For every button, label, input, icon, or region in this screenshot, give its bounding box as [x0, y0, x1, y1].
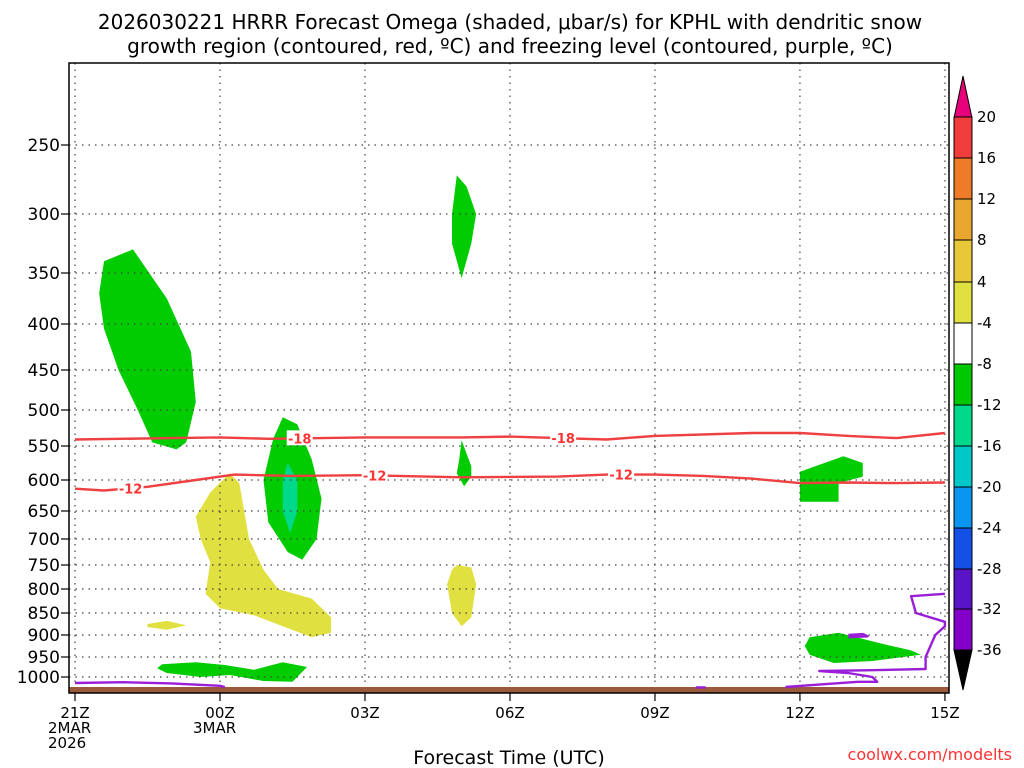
ytick-label: 250: [28, 136, 60, 156]
colorbar-bottom-arrow: [953, 649, 973, 691]
contour-label: -18: [551, 432, 575, 447]
xtick-label: 3MAR: [193, 719, 236, 737]
contour-label: -12: [363, 469, 387, 484]
colorbar-label: -8: [977, 355, 992, 373]
colorbar-box: [953, 322, 973, 365]
terrain-fill: [69, 687, 949, 693]
colorbar-box: [953, 363, 973, 406]
grid-lines: [69, 63, 949, 693]
chart-title-line1: 2026030221 HRRR Forecast Omega (shaded, …: [98, 10, 922, 34]
contour--12-1: [74, 473, 945, 492]
ytick-label: 650: [28, 502, 60, 522]
colorbar-box: [953, 157, 973, 200]
xtick-label: 2026: [48, 734, 86, 752]
xtick-label: 09Z: [640, 704, 669, 722]
xtick-label: 21Z: [60, 704, 89, 722]
ytick-label: 700: [28, 530, 60, 550]
ytick-label: 500: [28, 401, 60, 421]
ytick-label: 400: [28, 315, 60, 335]
ytick-label: 850: [28, 604, 60, 624]
colorbar-box: [953, 608, 973, 651]
contour-label: -18: [288, 432, 312, 447]
x-axis-label: Forecast Time (UTC): [413, 747, 604, 768]
omega-region-0: [99, 249, 196, 450]
contour-0-4: [848, 632, 869, 639]
colorbar-label: -16: [977, 437, 1002, 455]
xtick-label: 03Z: [350, 704, 379, 722]
ytick-label: 950: [28, 648, 60, 668]
colorbar-label: 4: [977, 273, 987, 291]
omega-region-8: [195, 473, 332, 638]
xtick-label: 12Z: [785, 704, 814, 722]
contour-label-bg: [361, 467, 388, 483]
xtick-label: 00Z: [205, 704, 234, 722]
contour-label-bg: [550, 430, 577, 446]
ytick-label: 350: [28, 264, 60, 284]
xtick-label: 06Z: [495, 704, 524, 722]
omega-region-6: [804, 632, 921, 663]
colorbar-label: 12: [977, 190, 996, 208]
colorbar-box: [953, 568, 973, 610]
xtick-label: 2MAR: [48, 719, 91, 737]
colorbar-box: [953, 239, 973, 283]
contour-0-3: [785, 592, 947, 689]
ytick-label: 750: [28, 556, 60, 576]
omega-region-1: [452, 175, 477, 279]
colorbar-box: [953, 198, 973, 241]
plot-area: [69, 63, 949, 693]
contour-lines: -18 -18 -12 -12 -12: [74, 430, 947, 689]
colorbar-label: -28: [977, 560, 1002, 578]
y-axis: 2503003504004505005506006507007508008509…: [17, 136, 69, 688]
colorbar-label: 8: [977, 231, 987, 249]
omega-region-4: [456, 440, 472, 487]
contour-label-bg: [608, 466, 635, 482]
colorbar-label: -36: [977, 641, 1002, 659]
omega-region-7: [157, 662, 307, 682]
colorbar-box: [953, 486, 973, 529]
contour-label-bg: [117, 480, 144, 496]
xtick-label: 15Z: [930, 704, 959, 722]
colorbar-box: [953, 116, 973, 159]
colorbar-label: -32: [977, 600, 1002, 618]
colorbar-label: 20: [977, 108, 996, 126]
omega-shading: [99, 175, 921, 682]
contour-label: -12: [609, 469, 633, 484]
colorbar-box: [953, 281, 973, 324]
ytick-label: 450: [28, 361, 60, 381]
ytick-label: 300: [28, 205, 60, 225]
ytick-label: 900: [28, 626, 60, 646]
chart-title-line2: growth region (contoured, red, ºC) and f…: [127, 34, 893, 58]
ytick-label: 800: [28, 580, 60, 600]
colorbar-box: [953, 527, 973, 570]
colorbar-label: -24: [977, 519, 1002, 537]
omega-region-9: [147, 620, 187, 630]
terrain-band: [69, 687, 949, 693]
omega-region-10: [447, 565, 477, 627]
colorbar-label: -20: [977, 478, 1002, 496]
colorbar-label: 16: [977, 149, 996, 167]
contour-label: -12: [119, 482, 143, 497]
ytick-label: 550: [28, 437, 60, 457]
contour-label-bg: [286, 430, 313, 446]
colorbar-box: [953, 404, 973, 447]
omega-region-5: [799, 456, 863, 502]
plot-frame: [68, 62, 950, 694]
colorbar-top-arrow: [953, 75, 973, 119]
ytick-label: 600: [28, 471, 60, 491]
credit-link[interactable]: coolwx.com/modelts: [848, 745, 1012, 764]
colorbar-box: [953, 445, 973, 488]
ytick-label: 1000: [17, 668, 60, 688]
colorbar-label: -4: [977, 314, 992, 332]
colorbar-label: -12: [977, 396, 1002, 414]
colorbar: 20 16 12 8 4 -4 -8 -12 -16 -20 -24 -28 -32 -36: [953, 75, 1002, 691]
omega-region-3: [282, 463, 298, 534]
contour-0-2: [74, 681, 226, 689]
